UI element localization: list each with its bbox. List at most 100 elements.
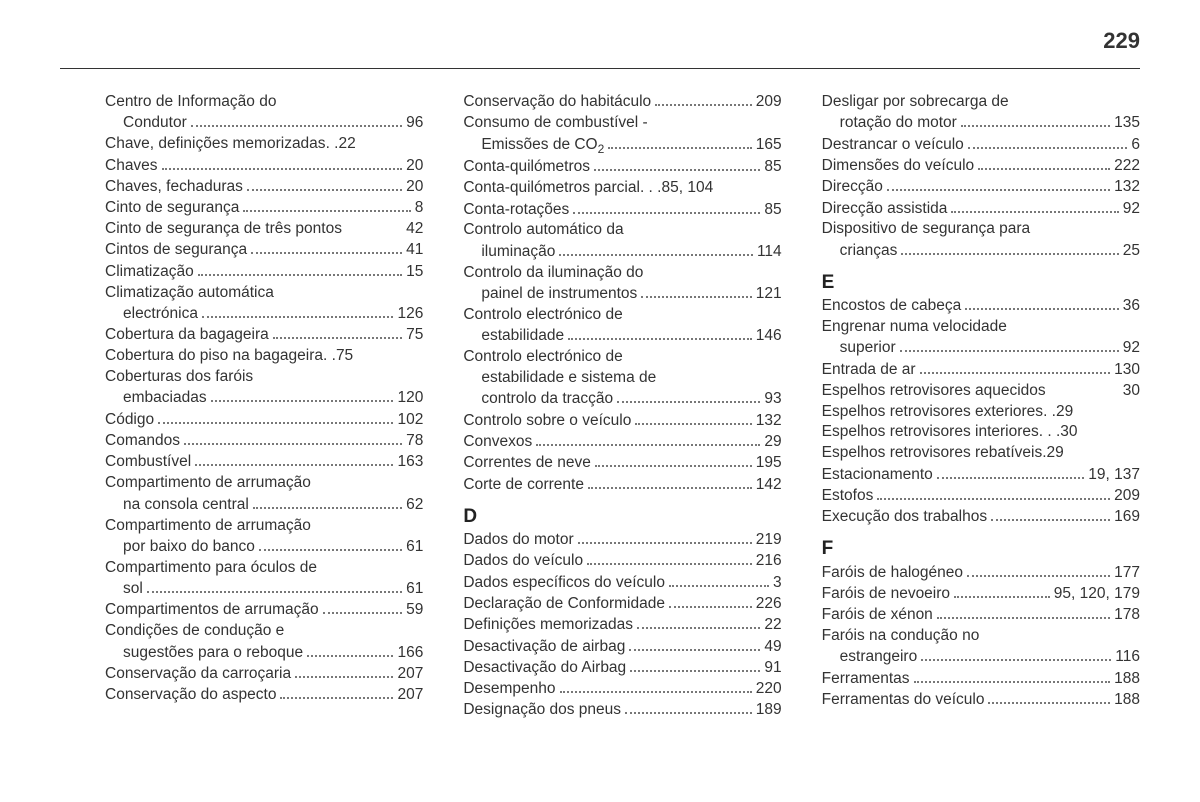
index-entry-page: 209 (756, 92, 782, 113)
index-entry-page: 29 (1056, 402, 1073, 423)
index-entry-page: 61 (406, 537, 423, 558)
index-entry-continuation: estabilidade e sistema de (463, 368, 781, 389)
index-entry: Controlo electrónico de (463, 305, 781, 326)
index-entry-page: 95, 120, 179 (1054, 584, 1140, 605)
index-entry-page: 116 (1115, 647, 1140, 668)
index-entry-label: estrangeiro (822, 647, 918, 668)
index-entry-page: 75 (406, 325, 423, 346)
leader-dots (247, 176, 402, 190)
index-entry-label: Desactivação do Airbag (463, 658, 626, 679)
leader-dots (965, 296, 1118, 310)
index-entry: Dados do motor 219 (463, 530, 781, 551)
index-entry-label: Designação dos pneus (463, 700, 621, 721)
index-entry: Direcção assistida 92 (822, 198, 1140, 219)
index-entry-continuation: na consola central 62 (105, 494, 423, 515)
index-entry-separator: . . . (1039, 422, 1061, 443)
index-entry-label: Cinto de segurança de três pontos (105, 219, 342, 240)
leader-dots (968, 134, 1128, 148)
index-entry-label: Conservação da carroçaria (105, 664, 291, 685)
index-entry-page: 121 (756, 284, 782, 305)
index-entry-label: Execução dos trabalhos (822, 507, 987, 528)
index-entry-continuation: sol 61 (105, 579, 423, 600)
index-entry: Cinto de segurança 8 (105, 198, 423, 219)
leader-dots (536, 432, 760, 446)
index-entry-label: Chaves (105, 156, 158, 177)
index-entry-label: sugestões para o reboque (105, 643, 303, 664)
index-entry-page: 29 (1047, 443, 1064, 464)
leader-dots (900, 338, 1119, 352)
index-entry: Conservação do habitáculo 209 (463, 92, 781, 113)
index-entry-page: 209 (1114, 486, 1140, 507)
index-entry-page: 93 (764, 389, 781, 410)
index-entry-label: Engrenar numa velocidade (822, 317, 1007, 338)
index-entry-label: Faróis de xénon (822, 605, 933, 626)
leader-dots (951, 198, 1118, 212)
index-entry: Chaves 20 (105, 155, 423, 176)
index-entry-label: Controlo electrónico de (463, 305, 622, 326)
index-entry: Execução dos trabalhos 169 (822, 507, 1140, 528)
index-entry-page: 142 (756, 475, 782, 496)
index-entry-continuation: crianças 25 (822, 240, 1140, 261)
index-entry-label: rotação do motor (822, 113, 957, 134)
index-entry-label: Chave, definições memorizadas (105, 134, 326, 155)
index-entry: Centro de Informação do (105, 92, 423, 113)
index-entry-label: Conservação do habitáculo (463, 92, 651, 113)
index-entry-label: Conta-quilómetros parcial (463, 178, 640, 199)
index-entry-label: Ferramentas do veículo (822, 690, 985, 711)
index-entry-label: Condutor (105, 113, 187, 134)
index-entry-label: na consola central (105, 495, 249, 516)
index-entry-page: 114 (757, 242, 782, 263)
leader-dots (253, 494, 402, 508)
leader-dots (559, 241, 753, 255)
index-entry-label: Direcção (822, 177, 883, 198)
index-entry-page: 178 (1114, 605, 1140, 626)
index-entry-label: Destrancar o veículo (822, 135, 964, 156)
index-entry-label: Espelhos retrovisores aquecidos (822, 381, 1046, 402)
index-entry-page: 132 (756, 411, 782, 432)
index-entry-page: 6 (1131, 135, 1140, 156)
index-entry: Controlo electrónico de (463, 347, 781, 368)
leader-dots (162, 155, 403, 169)
index-entry-page: 169 (1114, 507, 1140, 528)
index-entry-label: superior (822, 338, 896, 359)
index-entry-label: estabilidade (463, 326, 564, 347)
index-entry-label: Faróis na condução no (822, 626, 980, 647)
index-entry-separator: . . . (640, 178, 662, 199)
leader-dots (635, 410, 751, 424)
index-entry-page: 19, 137 (1088, 465, 1140, 486)
leader-dots (920, 359, 1111, 373)
index-entry-page: 222 (1114, 156, 1140, 177)
index-entry: Dispositivo de segurança para (822, 219, 1140, 240)
index-entry-page: 132 (1114, 177, 1140, 198)
index-entry-label: Declaração de Conformidade (463, 594, 665, 615)
leader-dots (211, 388, 394, 402)
index-entry-page: 22 (764, 615, 781, 636)
index-entry-label: Conta-rotações (463, 200, 569, 221)
index-entry-page: 120 (397, 388, 423, 409)
leader-dots (594, 157, 760, 171)
index-entry-label: Desligar por sobrecarga de (822, 92, 1009, 113)
index-entry-label: Comandos (105, 431, 180, 452)
index-entry-page: 85 (764, 157, 781, 178)
index-entry: Faróis de xénon 178 (822, 605, 1140, 626)
index-entry-label: Desactivação de airbag (463, 637, 625, 658)
index-entry-continuation: estabilidade 146 (463, 326, 781, 347)
index-entry: Ferramentas 188 (822, 668, 1140, 689)
index-entry-label: Combustível (105, 452, 191, 473)
index-entry: Espelhos retrovisores interiores. . . 30 (822, 422, 1140, 443)
index-entry-page: 188 (1114, 669, 1140, 690)
index-entry-page: 36 (1123, 296, 1140, 317)
leader-dots (251, 240, 402, 254)
index-entry-label: Convexos (463, 432, 532, 453)
index-entry-page: 163 (397, 452, 423, 473)
index-entry-page: 146 (756, 326, 782, 347)
leader-dots (273, 325, 402, 339)
leader-dots (937, 605, 1110, 619)
index-entry: Combustível 163 (105, 452, 423, 473)
index-entry: Declaração de Conformidade 226 (463, 594, 781, 615)
leader-dots (202, 304, 393, 318)
index-entry-continuation: painel de instrumentos 121 (463, 284, 781, 305)
leader-dots (191, 113, 402, 127)
index-entry: Faróis de halogéneo 177 (822, 562, 1140, 583)
index-entry-label: Dispositivo de segurança para (822, 219, 1031, 240)
